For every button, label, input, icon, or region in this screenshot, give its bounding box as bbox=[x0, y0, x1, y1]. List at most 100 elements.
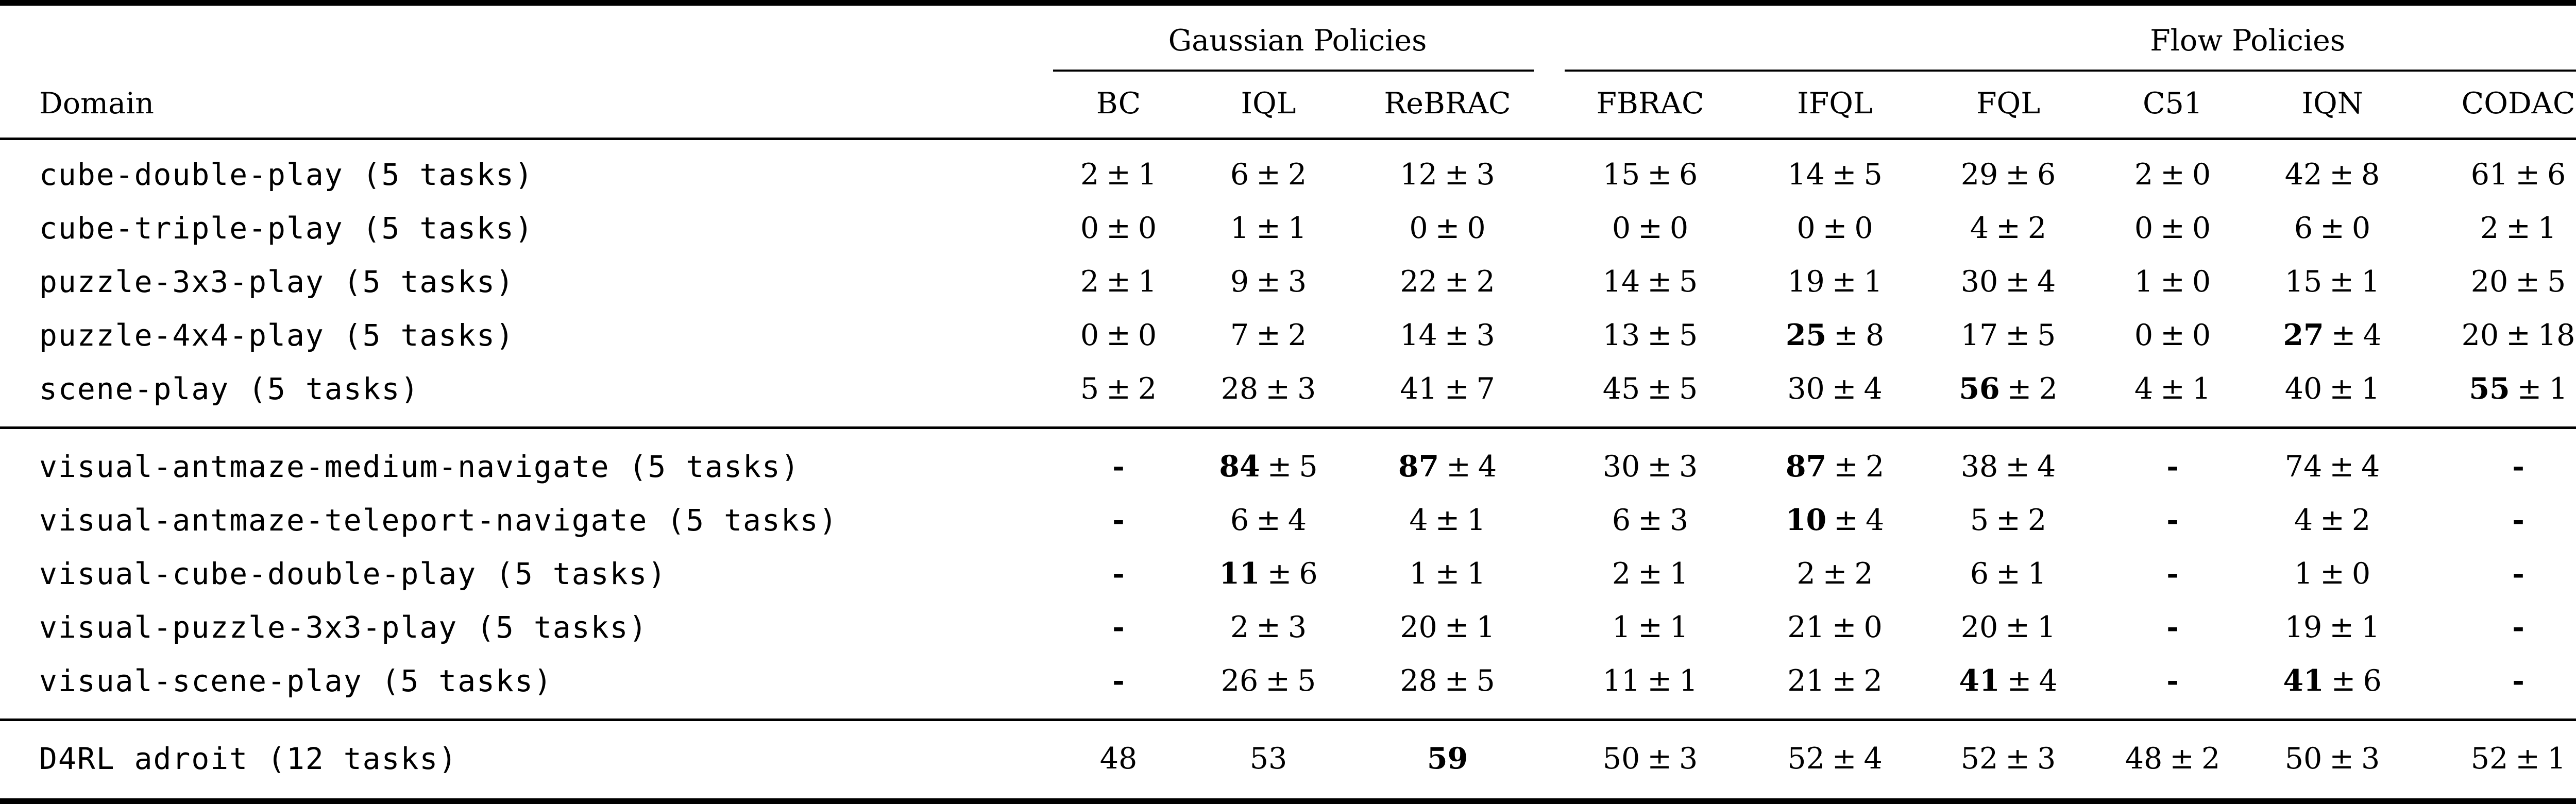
plus-minus-sign: ± bbox=[1256, 158, 1281, 192]
value-cell: - bbox=[1046, 493, 1191, 547]
plus-minus-sign: ± bbox=[2506, 211, 2531, 245]
std-value: 0 bbox=[2351, 211, 2371, 245]
plus-minus-sign: ± bbox=[1106, 211, 1131, 245]
mean-value: 6 bbox=[2294, 211, 2313, 245]
mean-value: 2 bbox=[1080, 158, 1099, 192]
std-value: 1 bbox=[1138, 265, 1157, 299]
mean-value: 10 bbox=[1785, 503, 1827, 537]
mean-value: 2 bbox=[1797, 557, 1816, 591]
value-cell: 74 ±4 bbox=[2247, 426, 2418, 493]
plus-minus-sign: ± bbox=[1647, 450, 1672, 484]
domain-cell: cube-triple-play (5 tasks) bbox=[39, 211, 534, 246]
value-cell: - bbox=[1046, 426, 1191, 493]
std-value: 2 bbox=[1138, 372, 1157, 406]
value-cell: 41 ±4 bbox=[1919, 654, 2098, 720]
value-cell: 14 ±5 bbox=[1751, 139, 1919, 202]
std-value: 1 bbox=[2361, 372, 2380, 406]
value-cell: 11 ±6 bbox=[1191, 547, 1346, 601]
std-value: 0 bbox=[1467, 211, 1486, 245]
std-value: 2 bbox=[1287, 318, 1307, 352]
mean-value: 59 bbox=[1427, 741, 1468, 776]
plus-minus-sign: ± bbox=[2005, 318, 2030, 352]
value-cell: 20 ±18 bbox=[2417, 309, 2576, 362]
plus-minus-sign: ± bbox=[1444, 610, 1469, 644]
value-cell: 4 ±1 bbox=[2098, 362, 2247, 428]
value-cell: 5 ±2 bbox=[1046, 362, 1191, 428]
std-value: 3 bbox=[1297, 372, 1316, 406]
plus-minus-sign: ± bbox=[1822, 557, 1848, 591]
std-value: 1 bbox=[2192, 372, 2211, 406]
std-value: 4 bbox=[2361, 450, 2380, 484]
mean-value: 19 bbox=[2284, 610, 2323, 644]
value-cell: 14 ±3 bbox=[1346, 309, 1549, 362]
missing-value-dash: - bbox=[2512, 556, 2524, 591]
flow-policies-rule bbox=[1565, 70, 2576, 72]
value-cell: 21 ±2 bbox=[1751, 654, 1919, 720]
std-value: 4 bbox=[2039, 664, 2058, 698]
gaussian-policies-group-header: Gaussian Policies bbox=[1046, 3, 1549, 72]
mean-value: 26 bbox=[1221, 664, 1259, 698]
domain-column-header: Domain bbox=[0, 72, 1046, 140]
value-cell: - bbox=[2417, 654, 2576, 720]
domain-cell: cube-double-play (5 tasks) bbox=[39, 157, 534, 192]
gaussian-policies-label: Gaussian Policies bbox=[1168, 24, 1427, 58]
mean-value: 30 bbox=[1787, 372, 1825, 406]
value-cell: 2 ±0 bbox=[2098, 139, 2247, 202]
value-cell: 28 ±3 bbox=[1191, 362, 1346, 428]
value-cell: - bbox=[1046, 547, 1191, 601]
plus-minus-sign: ± bbox=[1267, 450, 1292, 484]
value-cell: 20 ±1 bbox=[1346, 601, 1549, 654]
std-value: 4 bbox=[1863, 742, 1883, 776]
plus-minus-sign: ± bbox=[1834, 450, 1858, 484]
plus-minus-sign: ± bbox=[1832, 372, 1857, 406]
mean-value: 2 bbox=[1612, 557, 1631, 591]
value-cell: - bbox=[2098, 654, 2247, 720]
std-value: 4 bbox=[1287, 503, 1307, 537]
value-cell: 50 ±3 bbox=[2247, 719, 2418, 801]
plus-minus-sign: ± bbox=[1267, 557, 1292, 591]
mean-value: 28 bbox=[1221, 372, 1259, 406]
mean-value: 52 bbox=[1787, 742, 1825, 776]
mean-value: 6 bbox=[1230, 503, 1249, 537]
value-cell: 59 bbox=[1346, 719, 1550, 801]
mean-value: 38 bbox=[1960, 450, 1998, 484]
plus-minus-sign: ± bbox=[1444, 265, 1469, 299]
plus-minus-sign: ± bbox=[1832, 265, 1857, 299]
plus-minus-sign: ± bbox=[1444, 372, 1469, 406]
missing-value-dash: - bbox=[2512, 503, 2524, 537]
mean-value: 14 bbox=[1787, 158, 1825, 192]
mean-value: 9 bbox=[1230, 265, 1249, 299]
value-cell: 26 ±5 bbox=[1191, 654, 1346, 720]
mean-value: 20 bbox=[2470, 265, 2509, 299]
std-value: 3 bbox=[1287, 265, 1307, 299]
table-header: Gaussian Policies Flow Policies Domain B… bbox=[0, 3, 2576, 140]
mean-value: 7 bbox=[1230, 318, 1249, 352]
value-cell: 22 ±2 bbox=[1346, 255, 1549, 309]
mean-value: 6 bbox=[1230, 158, 1249, 192]
std-value: 18 bbox=[2537, 318, 2575, 352]
mean-value: 48 bbox=[2125, 742, 2163, 776]
domain-cell: D4RL adroit (12 tasks) bbox=[0, 719, 1046, 801]
std-value: 1 bbox=[2037, 610, 2056, 644]
value-cell: 56 ±2 bbox=[1919, 362, 2098, 428]
std-value: 3 bbox=[2037, 742, 2056, 776]
plus-minus-sign: ± bbox=[2005, 610, 2030, 644]
value-cell: 10 ±4 bbox=[1751, 493, 1919, 547]
value-cell: 1 ±1 bbox=[1346, 547, 1549, 601]
std-value: 5 bbox=[1679, 265, 1698, 299]
mean-value: 74 bbox=[2284, 450, 2323, 484]
value-cell: 5 ±2 bbox=[1919, 493, 2098, 547]
value-cell: - bbox=[2098, 493, 2247, 547]
mean-value: 4 bbox=[2294, 503, 2313, 537]
plus-minus-sign: ± bbox=[1256, 318, 1281, 352]
std-value: 1 bbox=[1467, 557, 1486, 591]
plus-minus-sign: ± bbox=[1647, 372, 1672, 406]
value-cell: 2 ±2 bbox=[1751, 547, 1919, 601]
value-cell: 1 ±0 bbox=[2247, 547, 2417, 601]
value-cell: 20 ±1 bbox=[1919, 601, 2098, 654]
std-value: 5 bbox=[1679, 372, 1698, 406]
plus-minus-sign: ± bbox=[2329, 265, 2354, 299]
mean-value: 4 bbox=[1409, 503, 1428, 537]
std-value: 3 bbox=[2361, 742, 2380, 776]
